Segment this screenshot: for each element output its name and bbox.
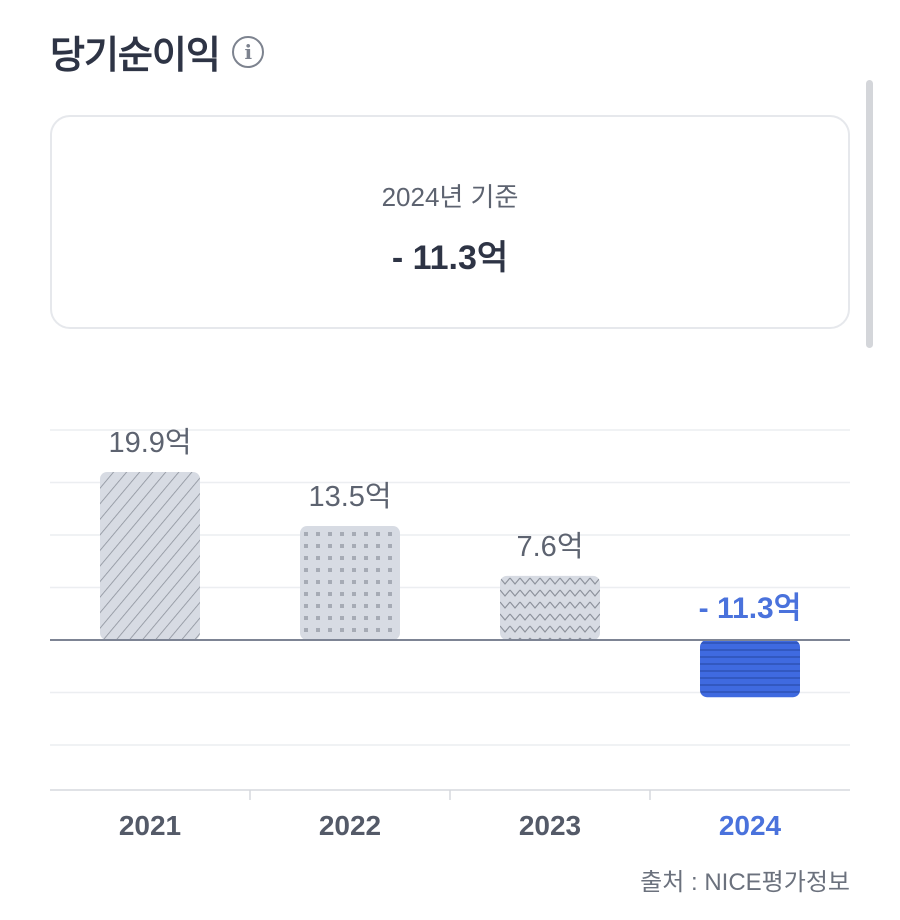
- x-tick-label-2021: 2021: [119, 810, 181, 841]
- section-title: 당기순이익 i: [50, 24, 264, 79]
- bar-2023: [500, 575, 600, 640]
- data-label-2022: 13.5억: [308, 481, 391, 513]
- x-tick-label-2023: 2023: [519, 810, 581, 841]
- bar-2024: [700, 640, 800, 698]
- info-circle-icon[interactable]: i: [231, 35, 264, 68]
- data-label-2023: 7.6억: [517, 531, 584, 563]
- data-label-2024: - 11.3억: [699, 592, 802, 625]
- scrollbar[interactable]: [866, 80, 873, 348]
- x-tick-label-2024: 2024: [719, 810, 782, 841]
- bar-2021: [100, 472, 200, 640]
- summary-value: - 11.3억: [391, 239, 509, 277]
- data-label-2021: 19.9억: [108, 427, 191, 459]
- bar-2022: [300, 526, 400, 640]
- title-text: 당기순이익: [50, 35, 221, 77]
- x-tick-label-2022: 2022: [319, 810, 381, 841]
- summary-basis: 2024년 기준: [381, 182, 519, 212]
- summary-card: 2024년 기준 - 11.3억: [50, 115, 850, 329]
- source-note: 출처 : NICE평가정보: [640, 869, 850, 896]
